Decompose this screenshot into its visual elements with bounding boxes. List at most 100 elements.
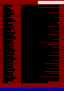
Bar (21, 53, 58, 54)
Bar (3, 29, 10, 30)
Bar (3, 73, 8, 74)
Bar (21, 74, 58, 75)
Bar (21, 48, 58, 49)
Bar (3, 24, 12, 25)
Bar (21, 13, 58, 14)
Bar (21, 56, 58, 57)
Bar (3, 18, 12, 19)
Bar (21, 62, 44, 63)
Bar (0, 28, 64, 29)
Bar (3, 10, 12, 11)
Bar (21, 78, 53, 79)
Bar (3, 35, 12, 36)
Bar (3, 27, 13, 28)
Bar (21, 28, 44, 29)
Bar (21, 14, 44, 15)
Bar (0, 15, 64, 16)
Bar (3, 23, 6, 24)
Bar (3, 45, 13, 46)
Bar (21, 57, 40, 58)
Bar (3, 70, 7, 71)
Bar (3, 53, 13, 54)
Bar (21, 40, 58, 41)
Bar (0, 4, 64, 5)
Bar (3, 36, 8, 37)
Bar (3, 57, 8, 58)
Bar (0, 57, 64, 58)
Bar (3, 15, 9, 16)
Bar (3, 44, 7, 45)
Bar (3, 78, 8, 79)
Bar (3, 19, 8, 20)
Bar (21, 69, 58, 70)
Bar (21, 32, 58, 33)
Bar (21, 27, 58, 28)
Bar (0, 33, 64, 34)
Bar (3, 62, 8, 63)
Bar (21, 33, 47, 34)
Bar (3, 66, 12, 67)
Bar (3, 14, 7, 15)
Bar (3, 31, 6, 32)
Bar (3, 8, 9, 9)
Bar (21, 58, 58, 59)
Bar (3, 77, 15, 78)
Bar (21, 81, 47, 82)
Bar (3, 32, 14, 33)
Bar (21, 22, 56, 23)
Bar (21, 77, 58, 78)
Bar (3, 40, 12, 41)
Bar (3, 74, 12, 75)
Bar (21, 46, 50, 47)
Bar (3, 28, 8, 29)
Bar (21, 29, 58, 30)
Bar (21, 54, 47, 55)
Bar (21, 49, 44, 50)
Bar (3, 79, 12, 80)
Bar (3, 48, 12, 49)
Bar (3, 81, 7, 82)
Bar (21, 41, 40, 42)
Bar (21, 35, 58, 36)
Bar (21, 23, 50, 24)
Bar (21, 61, 58, 62)
Bar (21, 10, 58, 11)
Bar (3, 37, 15, 38)
Bar (3, 69, 14, 70)
Bar (0, 49, 64, 50)
Bar (21, 66, 58, 67)
Bar (38, 1, 63, 3)
Bar (3, 46, 8, 47)
Bar (3, 13, 13, 14)
Bar (21, 19, 40, 20)
Bar (3, 5, 11, 6)
Bar (21, 8, 58, 9)
Bar (21, 18, 58, 19)
Bar (3, 58, 15, 59)
Bar (21, 36, 44, 37)
Bar (21, 24, 58, 25)
Bar (21, 37, 58, 38)
Bar (3, 65, 6, 66)
Bar (3, 22, 7, 23)
Bar (21, 20, 58, 21)
Bar (21, 79, 58, 80)
Bar (3, 56, 12, 57)
Bar (21, 5, 58, 6)
Bar (21, 44, 47, 45)
Bar (3, 54, 6, 55)
Bar (3, 49, 7, 50)
Bar (3, 41, 8, 42)
Bar (21, 9, 34, 10)
Bar (21, 31, 53, 32)
Bar (21, 15, 58, 16)
Bar (21, 70, 44, 71)
Bar (21, 45, 58, 46)
Bar (3, 61, 12, 62)
Bar (0, 62, 64, 63)
Bar (3, 33, 8, 34)
Bar (0, 88, 64, 91)
Bar (21, 50, 58, 51)
Bar (3, 20, 15, 21)
Bar (3, 9, 6, 10)
